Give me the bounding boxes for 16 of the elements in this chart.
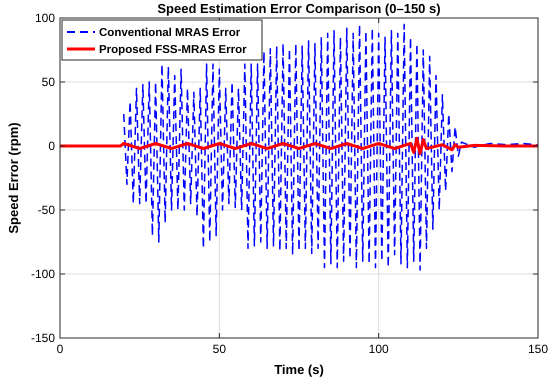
y-tick-label: 50 — [42, 75, 56, 89]
x-tick-label: 0 — [56, 342, 64, 356]
y-tick-label: -50 — [38, 203, 56, 217]
y-tick-label: -100 — [30, 267, 56, 281]
y-tick-label: 100 — [34, 11, 56, 25]
y-axis-title: Speed Error (rpm) — [6, 122, 21, 234]
y-tick-label: 0 — [48, 139, 56, 153]
x-tick-label: 150 — [528, 342, 548, 356]
x-axis-title: Time (s) — [274, 362, 324, 377]
legend-label: Proposed FSS-MRAS Error — [99, 44, 248, 56]
chart-title: Speed Estimation Error Comparison (0–150 s) — [157, 1, 441, 16]
line-series — [60, 136, 538, 156]
x-tick-label: 50 — [212, 342, 226, 356]
legend-label: Conventional MRAS Error — [99, 27, 241, 39]
x-tick-label: 100 — [368, 342, 389, 356]
y-tick-label: -150 — [30, 331, 56, 345]
